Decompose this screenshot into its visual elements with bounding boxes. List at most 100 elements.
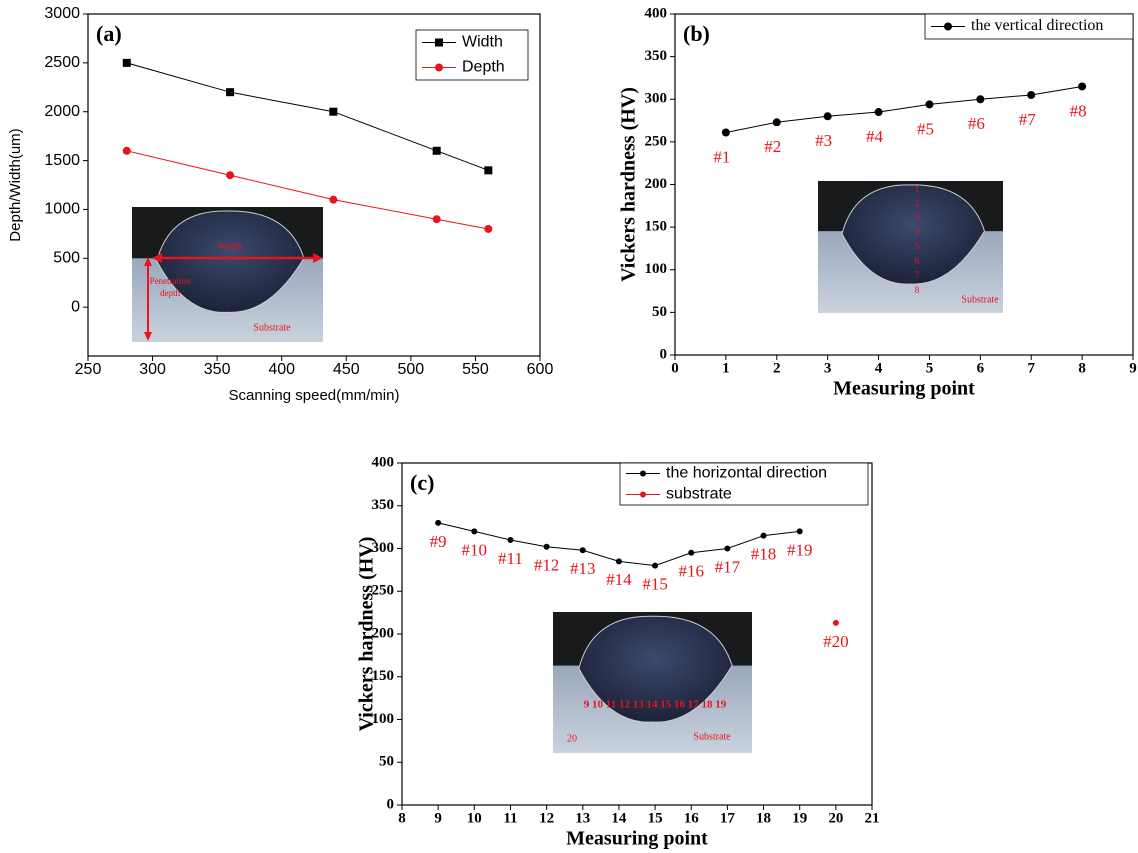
legend-label: the vertical direction	[971, 17, 1103, 34]
marker	[122, 58, 131, 67]
marker	[640, 491, 646, 498]
y-tick-label: 50	[379, 754, 394, 770]
y-tick-label: 0	[660, 346, 668, 362]
y-tick-label: 250	[645, 133, 668, 149]
inset-label: 8	[915, 285, 920, 295]
inset-label: 20	[567, 733, 577, 744]
x-tick-label: 9	[434, 810, 442, 826]
legend-label: substrate	[666, 486, 732, 503]
marker	[772, 118, 781, 127]
point-label: #17	[715, 557, 741, 576]
marker	[823, 112, 832, 121]
x-tick-label: 450	[333, 361, 360, 378]
point-label: #11	[498, 549, 523, 568]
marker	[721, 128, 730, 137]
point-label: #12	[534, 556, 560, 575]
y-tick-label: 3000	[44, 5, 80, 22]
point-label: #10	[462, 540, 488, 559]
marker	[507, 536, 514, 543]
panel-label: (c)	[410, 470, 434, 495]
y-tick-label: 150	[645, 219, 668, 235]
y-tick-label: 200	[645, 176, 668, 192]
marker	[543, 543, 550, 550]
legend-box	[415, 29, 529, 81]
x-tick-label: 12	[539, 810, 554, 826]
y-axis-label: Depth/Width(um)	[7, 128, 24, 241]
x-tick-label: 550	[462, 361, 489, 378]
y-axis-label: Vickers hardness (HV)	[356, 537, 378, 732]
marker	[329, 195, 338, 204]
x-tick-label: 20	[828, 810, 843, 826]
inset-label: Width	[218, 241, 243, 252]
legend-label: the horizontal direction	[666, 465, 827, 482]
marker	[760, 532, 767, 539]
y-tick-label: 300	[645, 91, 668, 107]
point-label: #6	[968, 114, 985, 133]
marker	[435, 38, 443, 47]
y-tick-label: 150	[372, 668, 395, 684]
y-tick-label: 1000	[44, 201, 80, 218]
point-label: #16	[678, 562, 704, 581]
inset-label: 7	[915, 270, 920, 280]
marker	[615, 558, 622, 565]
y-tick-label: 0	[387, 796, 395, 812]
x-tick-label: 0	[671, 360, 679, 376]
panel-label: (a)	[96, 21, 122, 46]
y-tick-label: 100	[372, 711, 395, 727]
marker	[435, 63, 443, 72]
y-tick-label: 350	[645, 48, 668, 64]
marker	[652, 562, 659, 569]
point-label: #15	[642, 575, 668, 594]
y-tick-label: 400	[372, 454, 395, 470]
marker	[471, 528, 478, 535]
inset-label: depth	[160, 288, 180, 298]
x-tick-label: 13	[575, 810, 590, 826]
inset-label: 2	[915, 198, 920, 208]
marker	[122, 146, 131, 155]
y-tick-label: 500	[53, 250, 80, 267]
x-tick-label: 7	[1027, 360, 1035, 376]
x-tick-label: 10	[467, 810, 482, 826]
marker	[484, 166, 493, 175]
x-tick-label: 21	[865, 810, 880, 826]
x-tick-label: 17	[720, 810, 736, 826]
legend-label: Depth	[462, 59, 505, 76]
inset-label: 5	[915, 241, 920, 251]
point-label: #19	[787, 540, 813, 559]
inset-label: Substrate	[693, 731, 731, 742]
point-label: #7	[1019, 110, 1037, 129]
point-label: #13	[570, 559, 596, 578]
series-line	[725, 85, 1083, 133]
x-tick-label: 15	[648, 810, 663, 826]
x-tick-label: 500	[398, 361, 425, 378]
marker	[432, 215, 441, 224]
y-tick-label: 2500	[44, 54, 80, 71]
x-tick-label: 600	[527, 361, 554, 378]
inset-label: 3	[915, 212, 920, 222]
x-tick-label: 11	[503, 810, 517, 826]
point-label: #14	[606, 570, 632, 589]
marker	[579, 547, 586, 554]
panel-label: (b)	[683, 21, 710, 46]
marker	[432, 146, 441, 155]
inset-bead	[578, 615, 733, 723]
x-tick-label: 4	[875, 360, 883, 376]
x-tick-label: 5	[926, 360, 934, 376]
marker	[435, 519, 442, 526]
marker	[944, 22, 952, 31]
marker	[796, 528, 803, 535]
point-label: #2	[764, 137, 781, 156]
y-tick-label: 1500	[44, 152, 80, 169]
y-tick-label: 100	[645, 261, 668, 277]
x-axis-label: Measuring point	[566, 828, 708, 850]
point-label: #20	[823, 632, 849, 651]
marker	[640, 470, 646, 477]
inset-label: Substrate	[961, 294, 999, 305]
point-label: #5	[917, 119, 934, 138]
x-tick-label: 8	[1078, 360, 1086, 376]
inset-label: 6	[915, 256, 920, 266]
marker	[976, 95, 985, 104]
point-label: #1	[713, 147, 730, 166]
x-tick-label: 8	[398, 810, 406, 826]
